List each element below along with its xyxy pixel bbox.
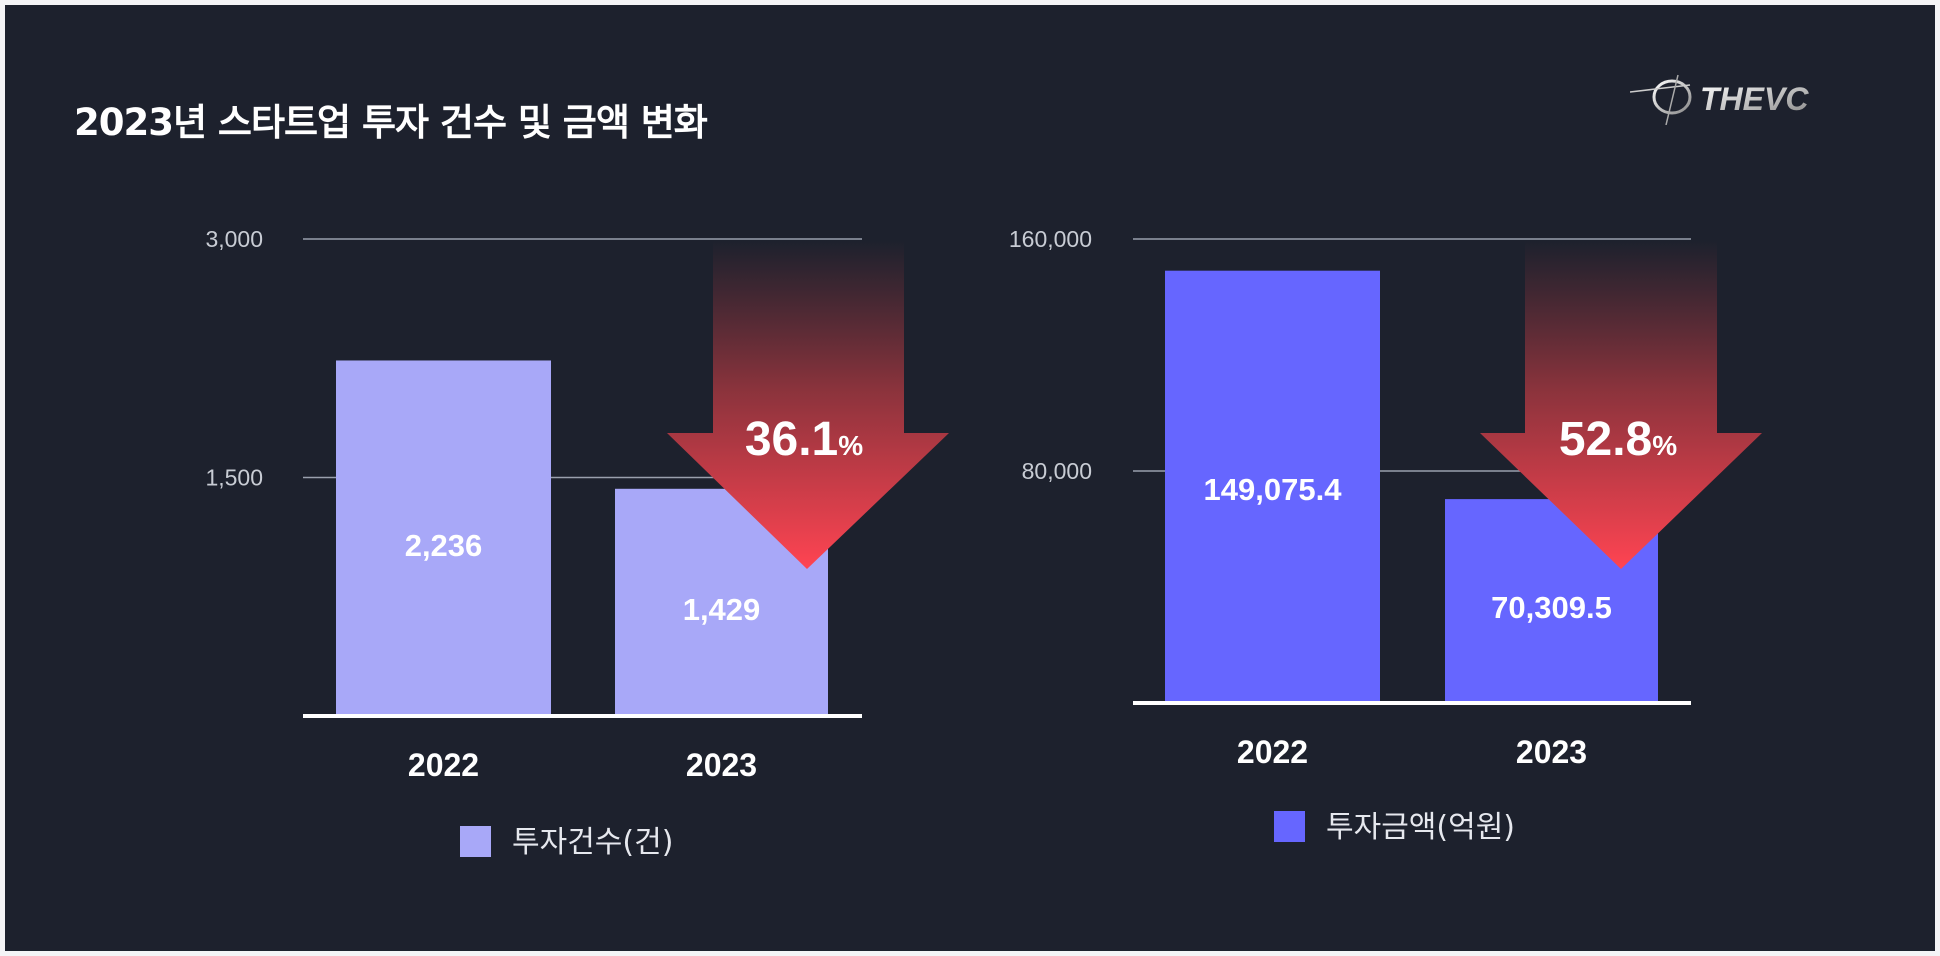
bar-value-label: 70,309.5 <box>1491 590 1612 625</box>
x-tick-label: 2023 <box>1516 734 1587 770</box>
y-tick-label: 1,500 <box>205 465 263 491</box>
change-percent-label: 36.1% <box>745 413 863 466</box>
change-percent-value: 52.8 <box>1559 413 1652 466</box>
percent-unit: % <box>1652 430 1677 461</box>
page-title: 2023년 스타트업 투자 건수 및 금액 변화 <box>74 101 708 144</box>
down-arrow-icon <box>1480 241 1762 569</box>
legend-swatch <box>1274 811 1305 842</box>
change-percent-value: 36.1 <box>745 413 838 466</box>
x-tick-label: 2022 <box>408 747 479 783</box>
y-tick-label: 160,000 <box>1009 226 1092 252</box>
percent-unit: % <box>838 430 863 461</box>
logo-text: THEVC <box>1700 81 1809 117</box>
bar-2022 <box>1165 270 1380 703</box>
y-tick-label: 3,000 <box>205 226 263 252</box>
legend-label: 투자건수(건) <box>512 825 673 860</box>
legend-label: 투자금액(억원) <box>1326 810 1515 845</box>
legend-swatch <box>460 826 491 857</box>
bar-value-label: 1,429 <box>683 592 761 627</box>
x-tick-label: 2023 <box>686 747 757 783</box>
change-percent-label: 52.8% <box>1559 413 1677 466</box>
y-tick-label: 80,000 <box>1022 458 1092 484</box>
bar-value-label: 149,075.4 <box>1204 472 1343 507</box>
x-tick-label: 2022 <box>1237 734 1308 770</box>
orbit-icon <box>1652 79 1692 115</box>
bar-2022 <box>336 360 551 716</box>
bar-value-label: 2,236 <box>405 528 483 563</box>
down-arrow-icon <box>667 241 949 569</box>
thevc-logo: THEVC <box>1630 74 1809 125</box>
